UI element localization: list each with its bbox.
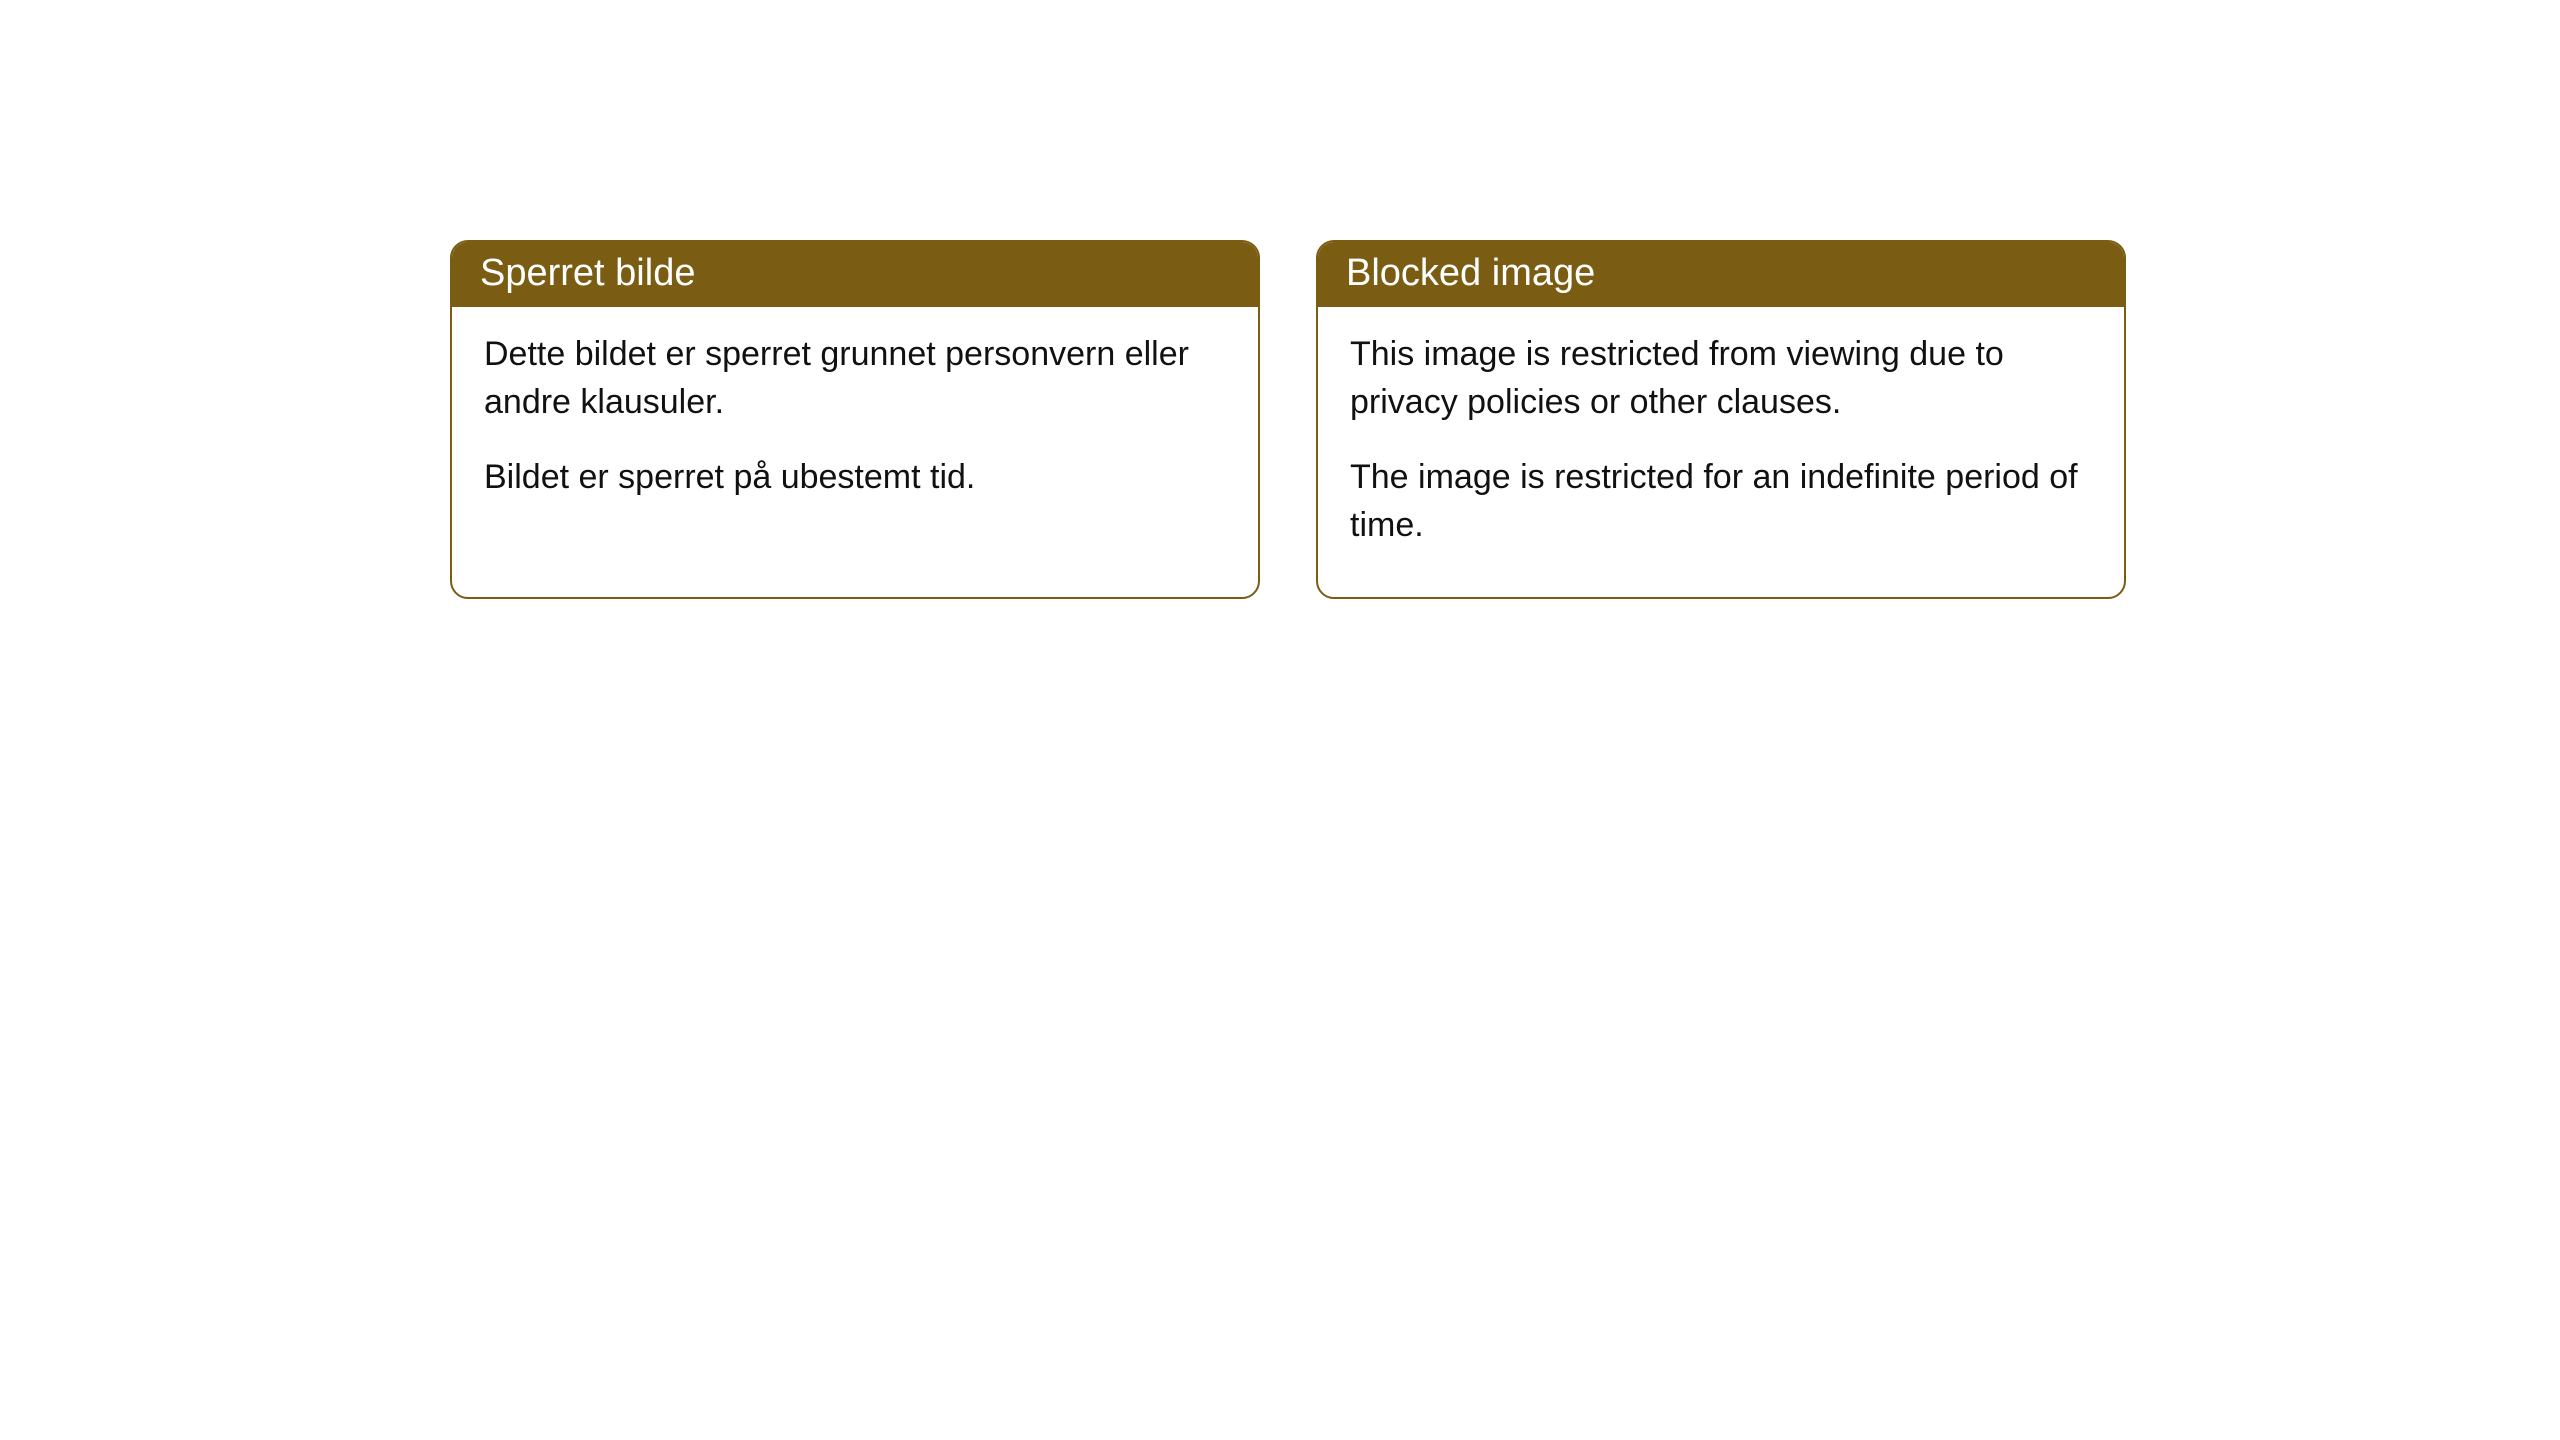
card-header: Blocked image	[1318, 242, 2124, 307]
card-body: Dette bildet er sperret grunnet personve…	[452, 307, 1258, 550]
card-paragraph: The image is restricted for an indefinit…	[1350, 454, 2092, 549]
card-paragraph: Bildet er sperret på ubestemt tid.	[484, 454, 1226, 502]
card-paragraph: Dette bildet er sperret grunnet personve…	[484, 331, 1226, 426]
card-paragraph: This image is restricted from viewing du…	[1350, 331, 2092, 426]
blocked-image-card-norwegian: Sperret bilde Dette bildet er sperret gr…	[450, 240, 1260, 599]
blocked-image-card-english: Blocked image This image is restricted f…	[1316, 240, 2126, 599]
card-body: This image is restricted from viewing du…	[1318, 307, 2124, 597]
card-header: Sperret bilde	[452, 242, 1258, 307]
notice-cards-container: Sperret bilde Dette bildet er sperret gr…	[450, 240, 2126, 599]
